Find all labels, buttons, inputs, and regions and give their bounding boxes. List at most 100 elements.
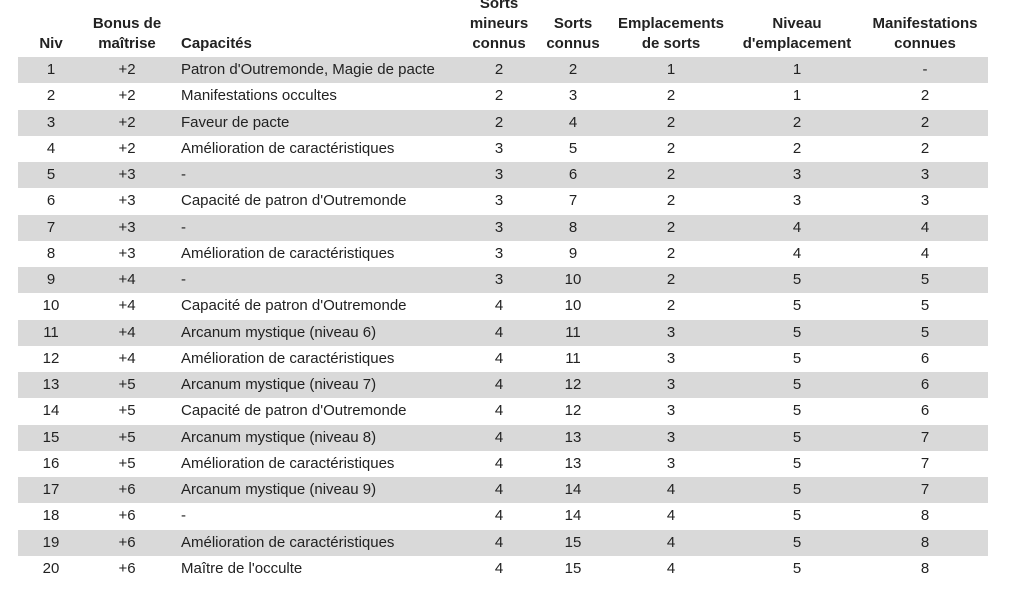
table-cell: 14 <box>564 507 582 525</box>
column-header: maîtrise <box>98 35 156 52</box>
table-cell: 11 <box>43 323 59 341</box>
table-cell: +3 <box>118 192 136 210</box>
table-cell: 10 <box>564 271 582 289</box>
table-cell: 8 <box>920 533 930 551</box>
table-cell: 3 <box>792 192 802 210</box>
table-cell: 4 <box>666 507 676 525</box>
table-cell: 5 <box>792 297 802 315</box>
table-cell: 10 <box>564 297 582 315</box>
table-cell: 15 <box>564 559 582 577</box>
table-cell: 4 <box>666 559 676 577</box>
row-stripe <box>18 214 988 241</box>
column-header: Capacités <box>181 35 252 52</box>
column-header: Emplacements <box>618 15 724 32</box>
table-cell: +3 <box>118 166 136 184</box>
table-cell: 9 <box>568 244 578 262</box>
table-cell: 2 <box>920 87 930 105</box>
table-cell: +2 <box>118 113 136 131</box>
table-cell: 3 <box>494 166 504 184</box>
table-cell: 5 <box>920 271 930 289</box>
table-cell: 16 <box>42 454 60 472</box>
table-cell: 4 <box>792 218 802 236</box>
table-cell: 7 <box>920 481 930 499</box>
table-cell: 4 <box>494 402 504 420</box>
table-cell: Arcanum mystique (niveau 6) <box>181 323 377 341</box>
table-cell: +4 <box>118 271 136 289</box>
column-header: d'emplacement <box>742 35 852 52</box>
table-cell: 5 <box>792 559 802 577</box>
table-cell: 4 <box>494 349 504 367</box>
row-stripe <box>18 424 988 451</box>
row-stripe <box>18 162 988 189</box>
table-cell: 4 <box>494 507 504 525</box>
table-cell: 7 <box>920 428 930 446</box>
table-cell: 2 <box>666 244 676 262</box>
table-cell: 3 <box>494 244 504 262</box>
row-stripe <box>18 57 988 84</box>
table-cell: +4 <box>118 349 136 367</box>
column-header: connus <box>546 35 600 52</box>
table-cell: 2 <box>666 218 676 236</box>
table-cell: 4 <box>494 454 504 472</box>
table-cell: 3 <box>494 271 504 289</box>
table-cell: 9 <box>46 271 56 289</box>
table-cell: Amélioration de caractéristiques <box>181 349 395 367</box>
table-cell: Patron d'Outremonde, Magie de pacte <box>181 61 435 79</box>
table-cell: 3 <box>666 454 676 472</box>
table-cell: 15 <box>564 533 582 551</box>
table-cell: +5 <box>118 454 136 472</box>
table-cell: 11 <box>565 349 581 367</box>
table-cell: 17 <box>42 481 60 499</box>
row-stripe <box>18 109 988 136</box>
table-cell: 4 <box>920 244 930 262</box>
table-cell: Arcanum mystique (niveau 8) <box>181 428 377 446</box>
table-cell: 6 <box>46 192 56 210</box>
table-cell: 7 <box>46 218 56 236</box>
table-cell: 3 <box>494 139 504 157</box>
table-cell: 6 <box>920 349 930 367</box>
column-header: Niv <box>39 35 63 52</box>
table-cell: +5 <box>118 402 136 420</box>
table-cell: Amélioration de caractéristiques <box>181 244 395 262</box>
table-cell: 2 <box>568 61 578 79</box>
table-cell: Arcanum mystique (niveau 9) <box>181 481 377 499</box>
column-header: Sorts <box>479 0 519 12</box>
table-cell: 2 <box>666 297 676 315</box>
table-cell: +6 <box>118 559 136 577</box>
table-cell: - <box>181 218 186 236</box>
row-stripe <box>18 529 988 556</box>
table-cell: - <box>922 61 928 79</box>
table-cell: 5 <box>568 139 578 157</box>
table-cell: 3 <box>792 166 802 184</box>
table-cell: 3 <box>920 192 930 210</box>
column-header: Bonus de <box>92 15 162 32</box>
table-cell: 4 <box>494 559 504 577</box>
table-cell: 7 <box>568 192 578 210</box>
table-cell: 3 <box>46 113 56 131</box>
table-cell: 5 <box>46 166 56 184</box>
table-cell: 20 <box>42 559 60 577</box>
table-cell: 4 <box>46 139 56 157</box>
table-cell: 4 <box>666 533 676 551</box>
table-cell: 5 <box>792 323 802 341</box>
table-cell: 2 <box>494 61 504 79</box>
table-cell: Amélioration de caractéristiques <box>181 139 395 157</box>
table-cell: 12 <box>564 376 582 394</box>
table-cell: 5 <box>792 428 802 446</box>
table-cell: 4 <box>494 297 504 315</box>
row-stripe <box>18 477 988 504</box>
table-cell: +3 <box>118 244 136 262</box>
table-cell: Faveur de pacte <box>181 113 290 131</box>
table-cell: 4 <box>792 244 802 262</box>
column-header: mineurs <box>469 15 529 32</box>
table-cell: 2 <box>666 87 676 105</box>
table-cell: 4 <box>494 323 504 341</box>
table-cell: 14 <box>42 402 60 420</box>
table-cell: Amélioration de caractéristiques <box>181 533 395 551</box>
table-cell: 5 <box>792 481 802 499</box>
table-cell: 2 <box>666 166 676 184</box>
table-cell: 5 <box>920 323 930 341</box>
table-cell: 1 <box>666 61 676 79</box>
table-cell: +2 <box>118 139 136 157</box>
